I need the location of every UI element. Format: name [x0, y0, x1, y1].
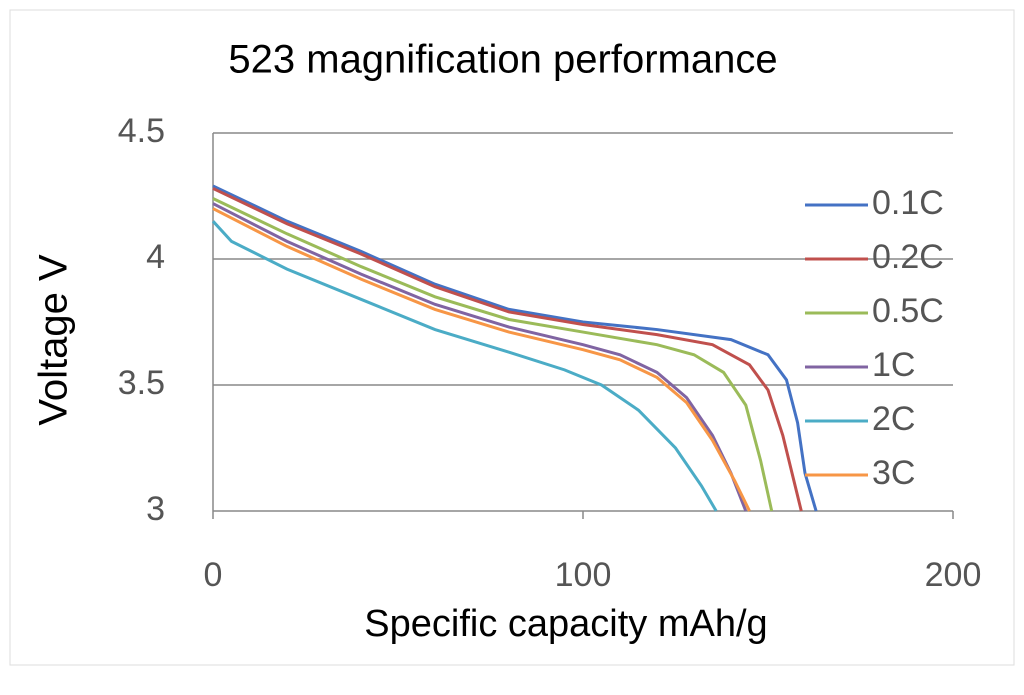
y-tick-label: 4: [146, 238, 165, 276]
chart-title: 523 magnification performance: [228, 38, 777, 82]
x-axis-label: Specific capacity mAh/g: [364, 603, 767, 645]
series-line: [212, 187, 803, 512]
legend-label: 1C: [872, 346, 915, 384]
y-tick-label: 3.5: [118, 364, 165, 402]
x-tick-label: 200: [925, 556, 982, 594]
series-line: [211, 220, 718, 512]
legend-label: 0.2C: [872, 238, 944, 276]
y-tick-label: 3: [146, 490, 165, 528]
x-tick-label: 0: [204, 556, 223, 594]
y-axis-label: Voltage V: [32, 254, 76, 426]
legend-label: 0.1C: [872, 184, 944, 222]
x-tick-label: 100: [555, 556, 612, 594]
series-line: [212, 184, 818, 512]
series-line: [212, 207, 751, 512]
y-tick-label: 4.5: [118, 112, 165, 150]
series-line: [212, 197, 774, 512]
series-line: [212, 202, 748, 512]
chart-frame: [9, 9, 1015, 666]
legend-label: 0.5C: [872, 292, 944, 330]
legend-label: 2C: [872, 400, 915, 438]
legend-label: 3C: [872, 454, 915, 492]
